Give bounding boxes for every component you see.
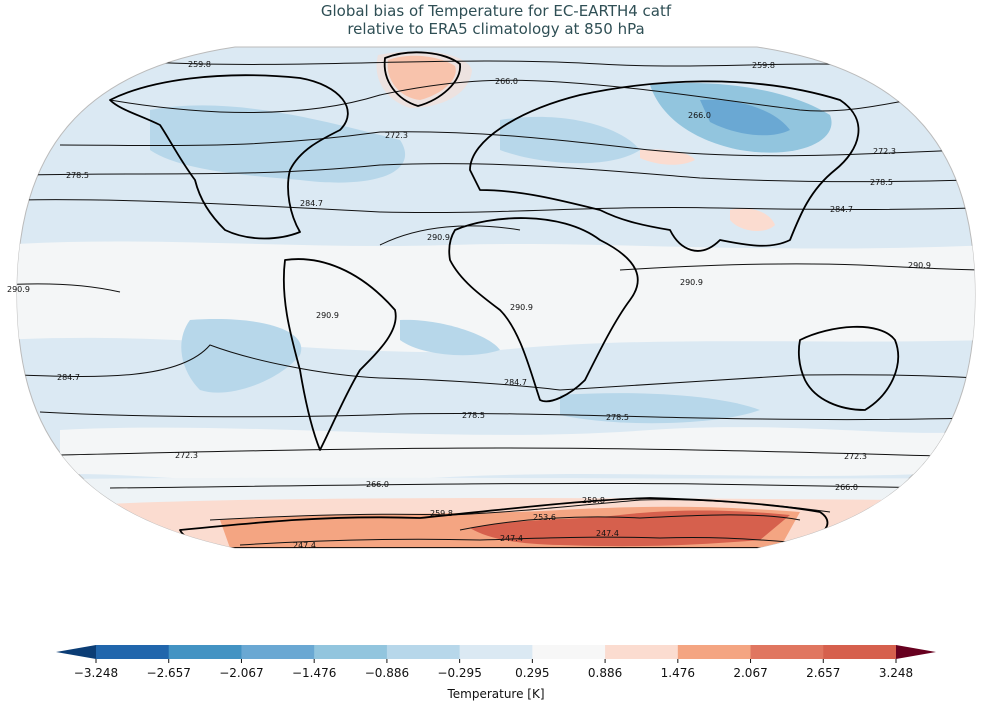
contour-label: 284.7 [504, 378, 527, 387]
colorbar-tick-label: 0.886 [588, 666, 622, 680]
contour-284-north [19, 199, 975, 214]
contour-284-south [19, 344, 975, 391]
contour-label: 266.0 [835, 483, 858, 492]
contour-278-south [39, 411, 971, 420]
contour-label: 290.9 [510, 303, 533, 312]
contour-253-6 [459, 514, 801, 531]
bias-warm-greenland-light [376, 51, 472, 108]
colorbar-tick-label: −1.476 [292, 666, 336, 680]
colorbar-tick-label: −2.657 [147, 666, 191, 680]
contour-label: 290.9 [908, 261, 931, 270]
coast-north-america [109, 74, 349, 240]
contour-label: 284.7 [830, 205, 853, 214]
colorbar-segment [386, 645, 461, 659]
contour-label: 253.6 [533, 513, 556, 522]
contour-label: 278.5 [870, 178, 893, 187]
contour-label: 284.7 [300, 199, 323, 208]
colorbar-tick-label: −3.248 [74, 666, 118, 680]
colorbar-segments [56, 645, 936, 659]
colorbar-segment [605, 645, 679, 659]
colorbar-tick-label: 2.657 [806, 666, 840, 680]
colorbar-segment [168, 645, 242, 659]
colorbar-segment [96, 645, 170, 659]
colorbar-segment [459, 645, 533, 659]
colorbar-extend-low [56, 645, 96, 659]
colorbar-segment [314, 645, 388, 659]
colorbar-tick-label: 0.295 [515, 666, 549, 680]
bias-warm-central-asia [640, 149, 695, 165]
contour-label: 247.4 [596, 529, 619, 538]
colorbar-segment [532, 645, 606, 659]
coast-south-america [282, 258, 397, 451]
colorbar-segment [241, 645, 315, 659]
contour-266-north [109, 79, 941, 113]
title-line-1: Global bias of Temperature for EC-EARTH4… [320, 2, 672, 20]
colorbar-tick-label: 3.248 [879, 666, 913, 680]
contour-label: 278.5 [66, 171, 89, 180]
bias-warm-asia [730, 208, 775, 232]
bias-cold-europe [500, 116, 640, 164]
isotherm-contours [17, 60, 975, 546]
colorbar-tick-label: 1.476 [661, 666, 695, 680]
colorbar: −3.248 −2.657 −2.067 −1.476 −0.886 −0.295 0.29… [56, 645, 936, 701]
bias-cold-south-atlantic [400, 319, 500, 356]
contour-label: 259.8 [188, 60, 211, 69]
contour-label: 290.9 [680, 278, 703, 287]
colorbar-tick-label: 2.067 [733, 666, 767, 680]
bias-cold-siberia-core [700, 99, 790, 136]
bias-warm-antarctica-strong [470, 510, 790, 547]
contour-label: 272.3 [873, 147, 896, 156]
contour-label: 247.4 [293, 541, 316, 550]
colorbar-tick-label: −0.886 [365, 666, 409, 680]
coast-africa [448, 217, 639, 403]
contour-290-north [379, 225, 975, 271]
contour-label: 290.9 [316, 311, 339, 320]
coast-greenland [383, 51, 461, 107]
contour-272-north [59, 131, 961, 157]
contour-label: 290.9 [427, 233, 450, 242]
contour-label: 284.7 [57, 373, 80, 382]
contour-259-8-north [149, 60, 881, 67]
contour-278-north [29, 163, 971, 183]
contour-label: 272.3 [844, 452, 867, 461]
figure-title: Global bias of Temperature for EC-EARTH4… [0, 2, 992, 38]
contour-label: 278.5 [606, 413, 629, 422]
colorbar-tick-label: −2.067 [219, 666, 263, 680]
contour-label: 266.0 [688, 111, 711, 120]
contour-label: 272.3 [175, 451, 198, 460]
contour-label: 247.4 [500, 534, 523, 543]
colorbar-segment [750, 645, 824, 659]
contour-labels: 259.8 259.8 266.0 266.0 272.3 272.3 278.… [7, 60, 931, 550]
colorbar-label: Temperature [K] [446, 687, 544, 701]
contour-label: 259.8 [752, 61, 775, 70]
colorbar-tick-label: −0.295 [437, 666, 481, 680]
contour-272-south [59, 447, 941, 457]
colorbar-segment [677, 645, 752, 659]
contour-label: 290.9 [7, 285, 30, 294]
colorbar-ticks: −3.248 −2.657 −2.067 −1.476 −0.886 −0.295 0.29… [74, 659, 913, 680]
colorbar-segment [823, 645, 897, 659]
bias-neutral-south [60, 427, 975, 483]
contour-label: 266.0 [495, 77, 518, 86]
contour-290-west [17, 283, 121, 293]
contour-label: 266.0 [366, 480, 389, 489]
contour-247-4 [239, 536, 791, 546]
bias-cold-south-pacific [181, 319, 302, 393]
bias-neutral-tropics [17, 241, 975, 353]
contour-label: 278.5 [462, 411, 485, 420]
coast-australia [797, 325, 900, 411]
contour-label: 272.3 [385, 131, 408, 140]
bias-cold-north-america [150, 105, 406, 183]
contour-label: 259.8 [430, 509, 453, 518]
title-line-2: relative to ERA5 climatology at 850 hPa [347, 20, 645, 38]
contour-266-south [109, 482, 941, 489]
coast-eurasia [469, 80, 860, 252]
colorbar-extend-high [896, 645, 936, 659]
